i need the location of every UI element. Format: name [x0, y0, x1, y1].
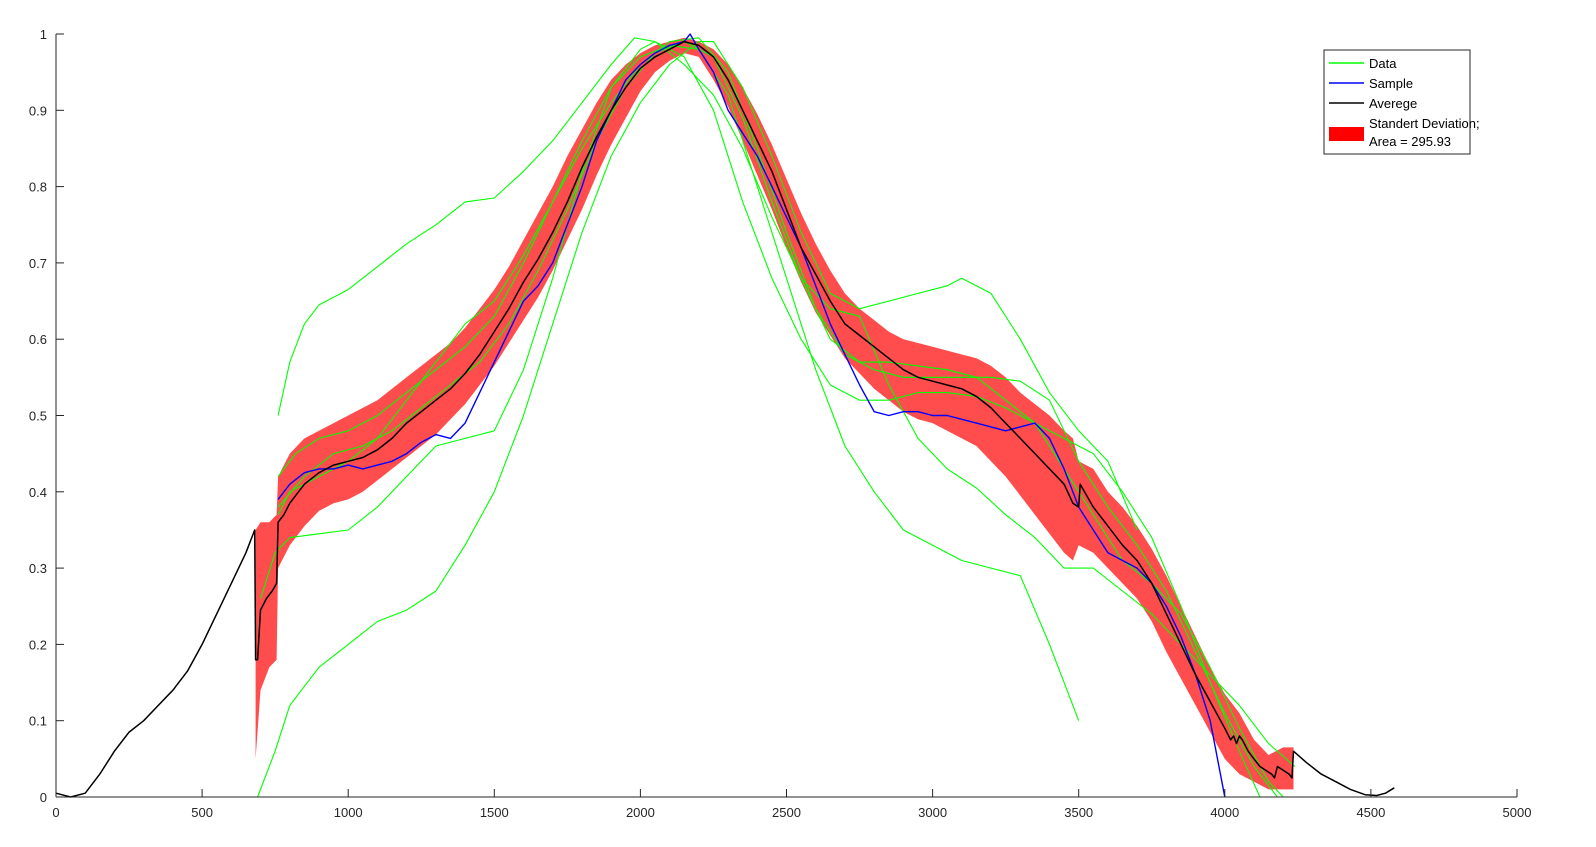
- y-tick-label: 0.6: [29, 332, 47, 347]
- y-tick-label: 0.3: [29, 561, 47, 576]
- x-tick-label: 4500: [1356, 805, 1385, 820]
- y-tick-label: 0: [40, 790, 47, 805]
- sample-line-layer: [277, 33, 1226, 798]
- y-tick-label: 0.2: [29, 637, 47, 652]
- x-tick-label: 3000: [918, 805, 947, 820]
- legend: Data Sample Averege Standert Deviation; Area…: [1323, 49, 1480, 155]
- average-line-layer: [55, 40, 1395, 798]
- legend-swatch-std-deviation: [1329, 127, 1364, 141]
- legend-label-area: Area = 295.93: [1369, 134, 1451, 149]
- sample-series-line: [277, 33, 1226, 798]
- y-tick-label: 0.7: [29, 256, 47, 271]
- x-tick-label: 2000: [626, 805, 655, 820]
- x-tick-label: 5000: [1503, 805, 1532, 820]
- legend-label-sample: Sample: [1369, 76, 1413, 91]
- x-tick-label: 2500: [772, 805, 801, 820]
- y-tick-label: 0.8: [29, 180, 47, 195]
- std-deviation-band: [255, 37, 1294, 790]
- data-series-line-6: [277, 41, 1284, 798]
- data-lines-layer: [257, 37, 1296, 798]
- x-tick-label: 3500: [1064, 805, 1093, 820]
- data-series-line-3: [259, 41, 1261, 798]
- axes: [55, 33, 1518, 798]
- data-series-line-1: [277, 37, 1296, 767]
- x-tick-label: 0: [52, 805, 59, 820]
- x-tick-label: 1500: [480, 805, 509, 820]
- average-series-line: [55, 40, 1395, 798]
- y-tick-label: 0.9: [29, 103, 47, 118]
- y-tick-label: 0.1: [29, 714, 47, 729]
- data-series-line-2: [257, 41, 1138, 798]
- legend-label-std-deviation: Standert Deviation;: [1369, 116, 1480, 131]
- y-tick-label: 1: [40, 27, 47, 42]
- x-tick-label: 1000: [334, 805, 363, 820]
- y-tick-label: 0.5: [29, 409, 47, 424]
- y-tick-label: 0.4: [29, 485, 47, 500]
- x-tick-label: 4000: [1210, 805, 1239, 820]
- tick-labels: 0 500 1000 1500 2000 2500 3000 3500 4000 4500 5000…: [29, 27, 1532, 820]
- x-tick-label: 500: [191, 805, 213, 820]
- legend-label-averege: Averege: [1369, 96, 1417, 111]
- data-series-line-5: [277, 37, 1278, 798]
- std-deviation-band-layer: [255, 37, 1294, 790]
- legend-label-data: Data: [1369, 56, 1397, 71]
